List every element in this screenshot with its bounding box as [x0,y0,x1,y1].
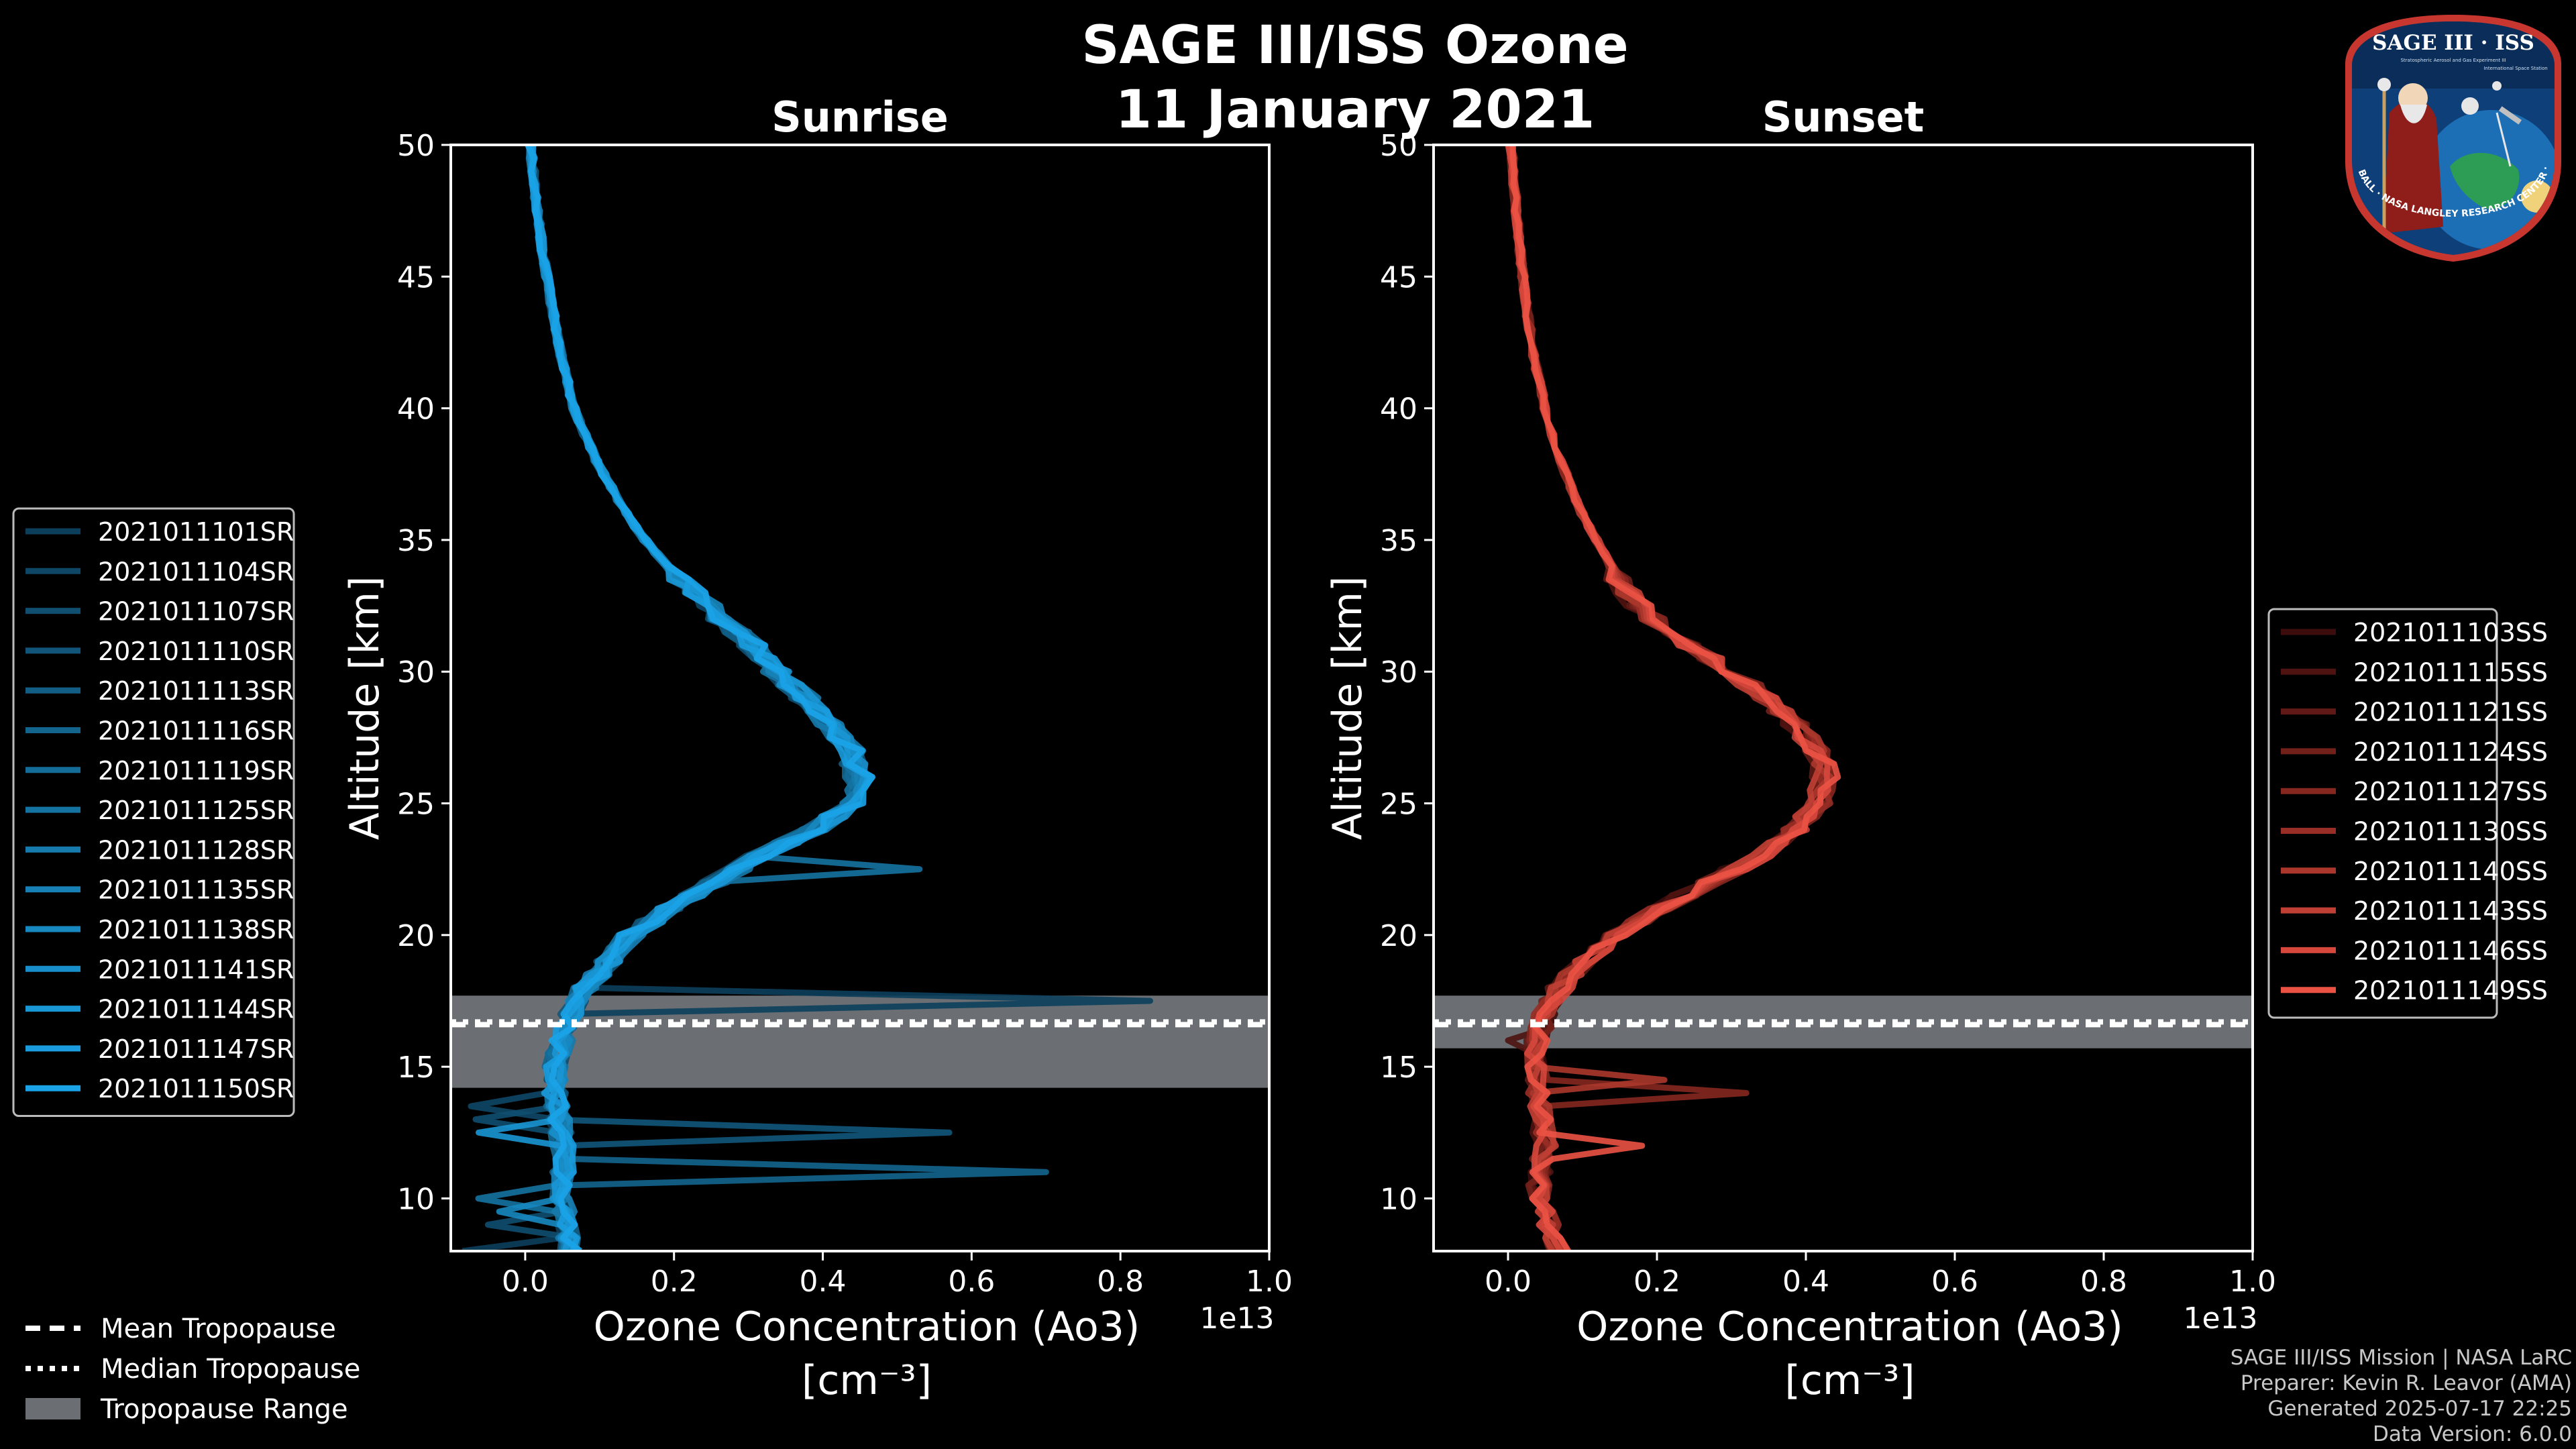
legend-label-2021011146SS: 2021011146SS [2353,936,2548,965]
legend-label-2021011124SS: 2021011124SS [2353,737,2548,767]
y-tick-label: 45 [1380,260,1417,294]
x-tick-label: 0.8 [2080,1265,2127,1299]
legend-label-2021011103SS: 2021011103SS [2353,618,2548,647]
profiles-group [1505,145,1841,1251]
title-line-2: 11 January 2021 [1115,80,1595,140]
x-tick-label: 1.0 [1246,1265,1293,1299]
y-tick-label: 30 [397,655,435,690]
y-tick-label: 30 [1380,655,1417,690]
profiles-group [462,145,1153,1251]
credit-mission: SAGE III/ISS Mission | NASA LaRC [2230,1346,2572,1370]
credit-generated: Generated 2025-07-17 22:25 [2267,1397,2572,1421]
legend-label-2021011104SR: 2021011104SR [98,557,294,586]
x-axis-label: Ozone Concentration (Ao3) [1576,1303,2123,1350]
y-tick-label: 10 [397,1182,435,1216]
y-tick-label: 50 [1380,129,1417,163]
credit-preparer: Preparer: Kevin R. Leavor (AMA) [2240,1371,2572,1395]
y-tick-label: 25 [397,788,435,822]
legend-label-2021011140SS: 2021011140SS [2353,857,2548,886]
x-axis-label: Ozone Concentration (Ao3) [594,1303,1140,1350]
legend-label-2021011127SS: 2021011127SS [2353,777,2548,806]
y-tick-label: 20 [397,919,435,953]
x-axis-units: [cm⁻³] [1785,1357,1915,1404]
tropopause-legend-label: Tropopause Range [100,1394,348,1425]
y-tick-label: 50 [397,129,435,163]
logo-inner-text-1: Stratospheric Aerosol and Gas Experiment… [2400,58,2506,63]
legend-label-2021011130SS: 2021011130SS [2353,817,2548,847]
profile-line-2021011150SR [525,145,875,1251]
sage-mission-logo: SAGE III · ISS Stratospheric Aerosol and… [2343,12,2561,262]
title-line-1: SAGE III/ISS Ozone [1081,15,1629,76]
legend-swatch-tropopause-range [25,1398,80,1419]
y-tick-label: 40 [1380,392,1417,427]
x-scale-label: 1e13 [2183,1301,2257,1336]
legend-label-2021011144SR: 2021011144SR [98,995,294,1024]
y-tick-label: 25 [1380,788,1417,822]
x-axis-units: [cm⁻³] [802,1357,932,1404]
legend-label-2021011121SS: 2021011121SS [2353,698,2548,727]
x-tick-label: 0.4 [800,1265,847,1299]
legend-label-2021011107SR: 2021011107SR [98,597,294,627]
legend-label-2021011143SS: 2021011143SS [2353,896,2548,926]
logo-wordmark: SAGE III · ISS [2372,31,2534,55]
panel-title-sunrise: Sunrise [771,93,949,142]
legend-label-2021011149SS: 2021011149SS [2353,976,2548,1006]
legend-label-2021011101SR: 2021011101SR [98,517,294,547]
legend-label-2021011150SR: 2021011150SR [98,1074,294,1104]
y-tick-label: 35 [397,524,435,558]
y-axis-label: Altitude [km] [1324,576,1371,841]
x-tick-label: 0.6 [948,1265,995,1299]
y-tick-label: 15 [397,1051,435,1085]
y-tick-label: 20 [1380,919,1417,953]
profile-line-2021011147SR [527,145,872,1251]
legend-label-2021011135SR: 2021011135SR [98,875,294,905]
legend-label-2021011125SR: 2021011125SR [98,796,294,825]
legend-sunset: 2021011103SS 2021011115SS 2021011121SS 2021… [2267,608,2548,1019]
x-tick-label: 0.4 [1782,1265,1829,1299]
legend-label-2021011147SR: 2021011147SR [98,1034,294,1064]
y-tick-label: 40 [397,392,435,427]
y-tick-label: 35 [1380,524,1417,558]
x-tick-label: 0.0 [1485,1265,1532,1299]
x-tick-label: 0.8 [1097,1265,1144,1299]
y-axis-label: Altitude [km] [341,576,388,841]
figure-title: SAGE III/ISS Ozone 11 January 2021 [872,13,1838,142]
profile-line-2021011149SS [1509,145,1841,1251]
legend-label-2021011119SR: 2021011119SR [98,756,294,786]
chart-sunset: Sunset 0.0 0.2 0.4 0.6 0.8 1.0 10 15 20 25 30 35 40 45… [1324,93,2548,1404]
legend-box [12,507,295,1117]
x-tick-label: 0.2 [651,1265,698,1299]
plot-frame [449,144,1271,1252]
y-tick-label: 45 [397,260,435,294]
plot-frame [1432,144,2254,1252]
legend-label-2021011138SR: 2021011138SR [98,915,294,945]
tropopause-legend-label: Median Tropopause [101,1354,360,1385]
y-tick-label: 15 [1380,1051,1417,1085]
legend-label-2021011115SS: 2021011115SS [2353,657,2548,687]
x-tick-label: 0.2 [1633,1265,1680,1299]
legend-label-2021011128SR: 2021011128SR [98,835,294,865]
tropopause-legend-label: Mean Tropopause [101,1313,336,1344]
x-tick-label: 1.0 [2229,1265,2276,1299]
x-tick-label: 0.6 [1931,1265,1978,1299]
legend-label-2021011116SR: 2021011116SR [98,716,294,746]
logo-inner-text-2: International Space Station [2483,66,2547,71]
tropopause-legend: Mean Tropopause Median Tropopause Tropopau… [25,1313,360,1425]
legend-label-2021011141SR: 2021011141SR [98,955,294,984]
legend-sunrise: 2021011101SR 2021011104SR 2021011107SR 2021… [12,507,295,1117]
x-tick-label: 0.0 [502,1265,549,1299]
credit-data-version: Data Version: 6.0.0 [2372,1422,2572,1446]
y-tick-label: 10 [1380,1182,1417,1216]
legend-label-2021011113SR: 2021011113SR [98,676,294,706]
profile-line-2021011127SS [1508,145,1837,1251]
panel-title-sunset: Sunset [1762,93,1925,142]
chart-sunrise: Sunrise 0.0 0.2 0.4 0.6 0.8 1.0 10 15 20 25 30 35 40 4… [12,93,1293,1425]
x-scale-label: 1e13 [1199,1301,1274,1336]
legend-label-2021011110SR: 2021011110SR [98,637,294,666]
